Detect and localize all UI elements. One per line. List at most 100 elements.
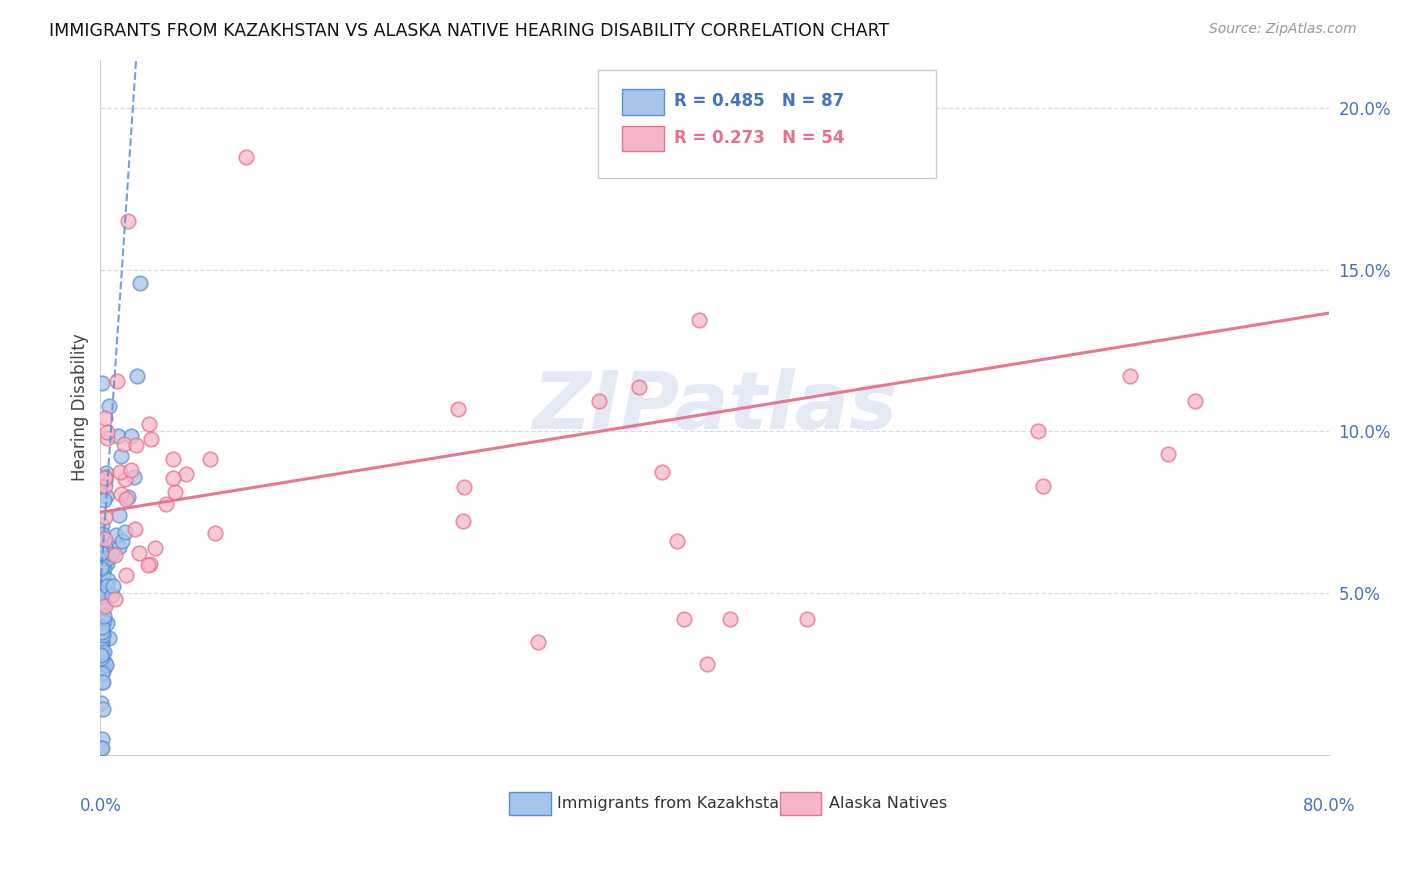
- Point: [93, 609, 115, 624]
- Text: IMMIGRANTS FROM KAZAKHSTAN VS ALASKA NATIVE HEARING DISABILITY CORRELATION CHART: IMMIGRANTS FROM KAZAKHSTAN VS ALASKA NAT…: [49, 22, 890, 40]
- Point: [1184, 393, 1206, 408]
- Point: [96, 431, 118, 445]
- Point: [90, 639, 112, 653]
- Point: [688, 312, 710, 326]
- Point: [114, 525, 136, 540]
- Point: [94, 657, 117, 672]
- Point: [90, 646, 112, 660]
- Point: [91, 578, 114, 592]
- Point: [110, 450, 132, 464]
- Point: [94, 470, 117, 484]
- Point: [91, 674, 114, 689]
- Point: [91, 376, 114, 390]
- FancyBboxPatch shape: [598, 70, 935, 178]
- Point: [120, 429, 142, 443]
- Point: [94, 541, 117, 555]
- Point: [143, 541, 166, 555]
- Point: [93, 645, 115, 659]
- Point: [139, 432, 162, 446]
- Point: [94, 489, 117, 503]
- Point: [94, 410, 117, 425]
- Point: [527, 634, 550, 648]
- Point: [90, 597, 112, 611]
- Text: 80.0%: 80.0%: [1302, 797, 1355, 814]
- Y-axis label: Hearing Disability: Hearing Disability: [72, 334, 89, 481]
- Point: [117, 214, 139, 228]
- Point: [125, 438, 148, 452]
- Point: [91, 620, 114, 634]
- Point: [90, 624, 112, 639]
- Point: [104, 528, 127, 542]
- Point: [453, 514, 475, 528]
- Point: [90, 653, 112, 667]
- Point: [94, 509, 117, 524]
- Point: [1032, 479, 1054, 493]
- Point: [129, 277, 152, 291]
- Point: [104, 549, 127, 563]
- Point: [90, 647, 112, 661]
- Point: [96, 425, 118, 439]
- Point: [90, 559, 112, 574]
- Point: [110, 486, 132, 500]
- Point: [235, 150, 257, 164]
- Point: [91, 567, 114, 582]
- Point: [90, 581, 112, 595]
- Point: [90, 543, 112, 558]
- Point: [447, 401, 470, 416]
- Point: [90, 634, 112, 648]
- Point: [97, 399, 120, 413]
- Point: [90, 580, 112, 594]
- Point: [90, 658, 112, 673]
- Point: [94, 471, 117, 485]
- Point: [96, 579, 118, 593]
- Point: [115, 491, 138, 506]
- Point: [176, 467, 198, 482]
- Point: [91, 589, 114, 603]
- Point: [105, 374, 128, 388]
- Point: [91, 674, 114, 689]
- Point: [90, 696, 112, 710]
- Point: [96, 615, 118, 630]
- Point: [112, 436, 135, 450]
- Text: Immigrants from Kazakhstan: Immigrants from Kazakhstan: [557, 796, 790, 811]
- Point: [91, 517, 114, 532]
- FancyBboxPatch shape: [623, 127, 664, 152]
- Point: [90, 666, 112, 681]
- Point: [90, 531, 112, 545]
- Point: [162, 470, 184, 484]
- Point: [93, 567, 115, 582]
- Point: [93, 562, 115, 576]
- Point: [628, 380, 651, 394]
- Point: [453, 480, 475, 494]
- FancyBboxPatch shape: [780, 792, 821, 815]
- Point: [107, 429, 129, 443]
- Point: [90, 578, 112, 592]
- Point: [90, 611, 112, 625]
- Point: [94, 474, 117, 488]
- Point: [91, 634, 114, 648]
- Point: [94, 599, 117, 614]
- Point: [91, 598, 114, 612]
- Point: [108, 540, 131, 554]
- Point: [138, 417, 160, 431]
- Point: [91, 731, 114, 746]
- Point: [1119, 368, 1142, 383]
- Point: [97, 573, 120, 587]
- Point: [127, 368, 149, 383]
- Point: [93, 493, 115, 508]
- Point: [696, 657, 718, 672]
- Point: [90, 741, 112, 756]
- Point: [104, 591, 127, 606]
- Point: [90, 570, 112, 584]
- Point: [91, 626, 114, 640]
- Point: [796, 612, 818, 626]
- Point: [94, 533, 117, 547]
- Point: [90, 648, 112, 662]
- Point: [97, 550, 120, 565]
- FancyBboxPatch shape: [623, 89, 664, 114]
- Text: R = 0.485   N = 87: R = 0.485 N = 87: [673, 92, 844, 111]
- Point: [96, 556, 118, 570]
- Point: [718, 612, 741, 626]
- Point: [94, 466, 117, 480]
- Point: [165, 484, 187, 499]
